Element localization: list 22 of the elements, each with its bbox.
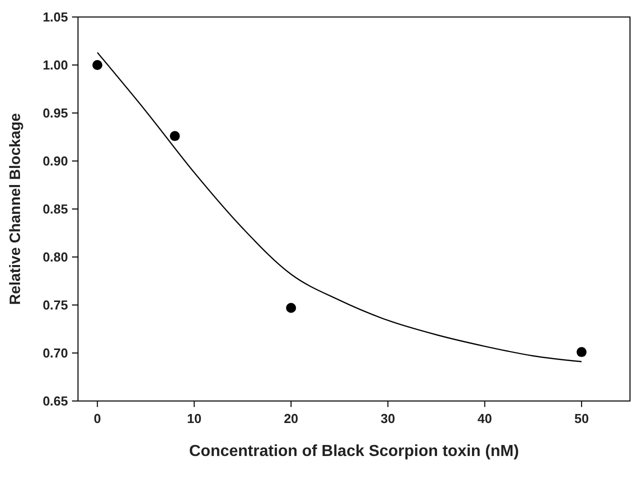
- y-axis-title: Relative Channel Blockage: [7, 113, 24, 305]
- y-tick-label: 0.75: [42, 298, 68, 313]
- point: [576, 347, 587, 358]
- y-tick-label: 1.00: [42, 58, 68, 73]
- line-series: [96, 52, 582, 362]
- y-tick-label: 0.65: [42, 394, 68, 409]
- x-tick-label: 40: [478, 411, 492, 426]
- point: [92, 60, 102, 70]
- point: [286, 302, 296, 313]
- y-tick-label: 0.90: [42, 154, 68, 169]
- x-tick-label: 10: [186, 411, 202, 426]
- x-tick-label: 50: [574, 411, 589, 426]
- y-tick-label: 0.85: [42, 202, 68, 217]
- y-tick-label: 0.70: [42, 346, 68, 361]
- x-axis-title: Concentration of Black Scorpion toxin (nM): [189, 443, 519, 460]
- y-tick-label: 0.95: [42, 106, 68, 121]
- x-tick-label: 0: [94, 411, 101, 426]
- x-tick-label: 20: [284, 411, 298, 426]
- y-tick-label: 1.05: [42, 10, 68, 25]
- y-tick-label: 0.80: [42, 250, 68, 265]
- x-tick-label: 30: [380, 411, 396, 426]
- point: [170, 131, 180, 142]
